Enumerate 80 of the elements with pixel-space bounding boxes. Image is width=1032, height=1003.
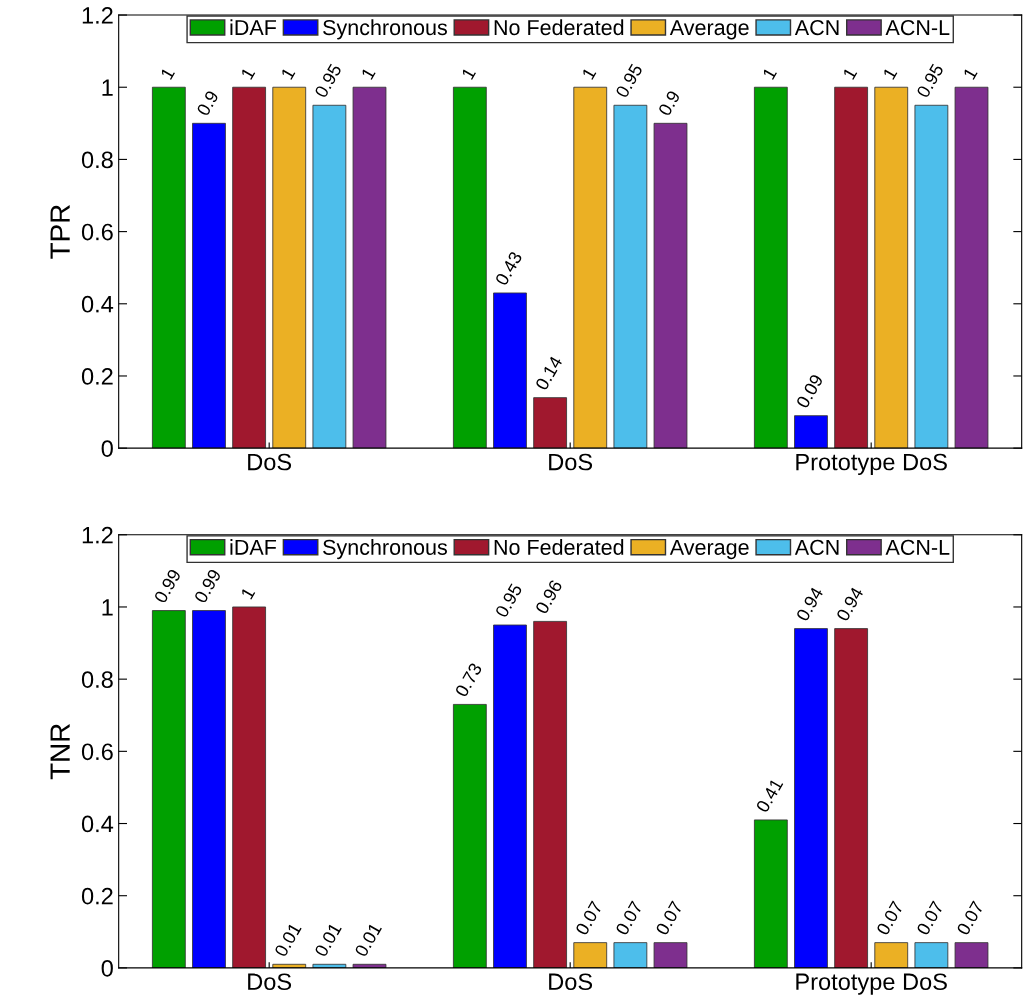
x-tick-label: Prototype DoS xyxy=(796,973,947,995)
y-tick-label: 0.6 xyxy=(81,743,113,761)
y-tick-label: 0.6 xyxy=(81,223,113,241)
bar xyxy=(192,610,226,968)
bar xyxy=(533,620,567,968)
bar xyxy=(573,86,608,449)
bar xyxy=(874,942,909,968)
x-tick-label: Prototype DoS xyxy=(796,453,947,476)
y-tick-label: 1.2 xyxy=(82,526,113,544)
legend-label: Average xyxy=(669,539,749,560)
bar xyxy=(493,292,527,449)
bar xyxy=(533,397,567,449)
bar xyxy=(452,86,487,449)
y-tick-label: 1.2 xyxy=(82,7,113,24)
data-label: 1 xyxy=(842,66,858,80)
legend-label: ACN xyxy=(794,539,839,555)
legend-label: Average xyxy=(669,20,749,40)
bar xyxy=(954,942,989,968)
data-label: 1 xyxy=(160,66,175,80)
legend-label: ACN-L xyxy=(885,539,950,555)
x-tick-label: DoS xyxy=(248,453,292,471)
data-label: 1 xyxy=(461,66,476,80)
legend-label: ACN-L xyxy=(885,19,950,36)
bar xyxy=(653,122,688,449)
legend-label: iDAF xyxy=(230,539,277,555)
data-label: 1 xyxy=(360,66,376,80)
legend-label: Synchronous xyxy=(323,19,447,40)
x-tick-label: DoS xyxy=(248,973,292,991)
y-tick-label: 0 xyxy=(101,959,113,977)
y-tick-label: 0.4 xyxy=(81,295,114,313)
bar xyxy=(312,104,347,449)
y-tick-label: 1 xyxy=(102,79,113,96)
bar xyxy=(653,942,688,968)
bar xyxy=(352,86,387,449)
bar xyxy=(753,86,788,449)
data-label: 0.9 xyxy=(196,89,220,117)
bar xyxy=(192,122,226,449)
y-tick-label: 0 xyxy=(101,440,113,457)
bar xyxy=(493,624,527,968)
bar xyxy=(834,628,868,968)
data-label: 0.9 xyxy=(657,89,681,117)
bar xyxy=(834,86,868,449)
y-tick-label: 0.4 xyxy=(81,815,114,833)
bar xyxy=(914,942,949,968)
data-label: 1 xyxy=(882,66,898,80)
bar xyxy=(794,415,828,449)
legend-label: Synchronous xyxy=(323,539,447,560)
bar xyxy=(613,104,648,449)
x-tick-label: DoS xyxy=(549,453,593,471)
legend-label: No Federated xyxy=(494,19,624,36)
legend-label: iDAF xyxy=(230,19,277,35)
data-label: 1 xyxy=(962,66,978,80)
y-axis-title: TPR xyxy=(50,205,70,259)
bar xyxy=(914,104,949,449)
data-label: 1 xyxy=(762,66,777,80)
data-label: 1 xyxy=(240,586,256,600)
bar xyxy=(151,610,186,968)
bar xyxy=(151,86,186,449)
legend-label: ACN xyxy=(794,19,839,36)
bar xyxy=(452,704,487,968)
bar xyxy=(232,606,266,968)
y-tick-label: 1 xyxy=(102,599,113,616)
y-axis-title: TNR xyxy=(50,724,70,780)
y-tick-label: 0.8 xyxy=(81,671,113,688)
bar xyxy=(232,86,266,449)
bar xyxy=(794,628,828,968)
data-label: 1 xyxy=(240,66,256,80)
bar xyxy=(272,86,307,449)
x-tick-label: DoS xyxy=(549,973,593,991)
bar xyxy=(954,86,989,449)
legend-label: No Federated xyxy=(494,539,624,555)
y-tick-label: 0.2 xyxy=(81,368,113,385)
data-label: 1 xyxy=(280,66,296,80)
data-label: 1 xyxy=(581,66,597,80)
y-tick-label: 0.2 xyxy=(81,887,113,905)
bar xyxy=(874,86,909,449)
bar xyxy=(573,942,608,968)
bar xyxy=(613,942,648,968)
y-tick-label: 0.8 xyxy=(81,151,113,169)
bar xyxy=(753,819,788,968)
